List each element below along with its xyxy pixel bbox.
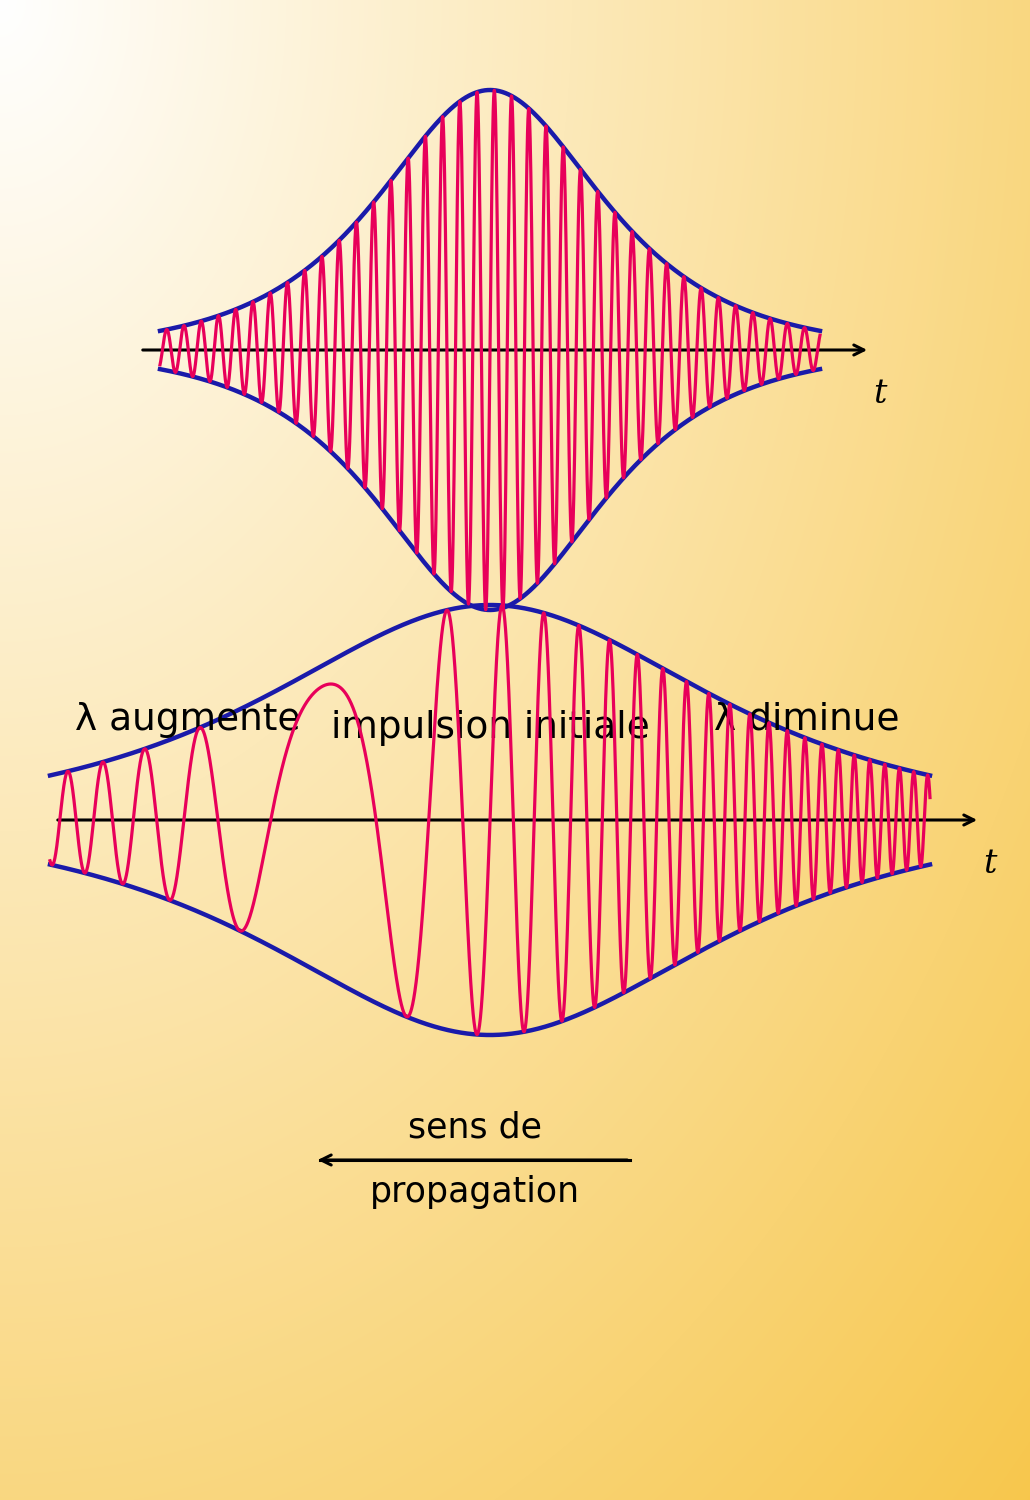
Text: λ diminue: λ diminue — [715, 702, 900, 738]
Text: λ augmente: λ augmente — [75, 702, 301, 738]
Text: sens de: sens de — [408, 1112, 542, 1144]
Text: impulsion initiale: impulsion initiale — [331, 710, 649, 746]
Text: propagation: propagation — [370, 1174, 580, 1209]
Text: t: t — [984, 847, 997, 880]
Text: t: t — [873, 378, 887, 410]
